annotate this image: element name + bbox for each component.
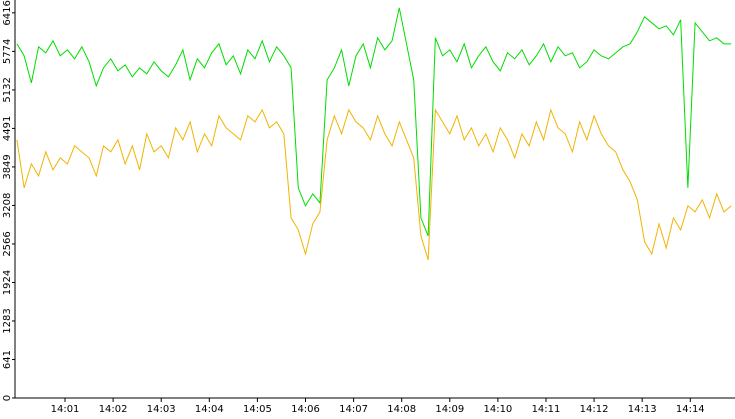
x-tick-label: 14:02 — [99, 404, 128, 415]
x-tick-label: 14:04 — [195, 404, 224, 415]
y-tick-label: 2566 — [2, 231, 13, 256]
series-line — [16, 7, 732, 237]
x-tick-label: 14:14 — [676, 404, 705, 415]
x-tick-label: 14:09 — [435, 404, 464, 415]
x-tick-label: 14:03 — [147, 404, 176, 415]
y-tick-label: 3208 — [2, 193, 13, 218]
y-tick-label: 6416 — [2, 0, 13, 25]
x-tick-label: 14:08 — [387, 404, 416, 415]
y-tick-label: 3849 — [2, 154, 13, 179]
x-tick-label: 14:12 — [580, 404, 609, 415]
x-tick-label: 14:01 — [51, 404, 80, 415]
x-tick-label: 14:13 — [628, 404, 657, 415]
x-tick-label: 14:06 — [291, 404, 320, 415]
x-tick-label: 14:11 — [532, 404, 561, 415]
x-tick-label: 14:07 — [339, 404, 368, 415]
y-tick-label: 1283 — [2, 308, 13, 333]
x-tick-label: 14:05 — [243, 404, 272, 415]
x-tick-label: 14:10 — [483, 404, 512, 415]
y-tick-label: 0 — [2, 395, 13, 401]
y-tick-label: 5132 — [2, 77, 13, 102]
y-tick-label: 5774 — [2, 39, 13, 64]
y-tick-label: 4491 — [2, 116, 13, 141]
y-tick-label: 1924 — [2, 270, 13, 295]
series-line — [16, 108, 732, 261]
y-tick-label: 641 — [2, 350, 13, 369]
